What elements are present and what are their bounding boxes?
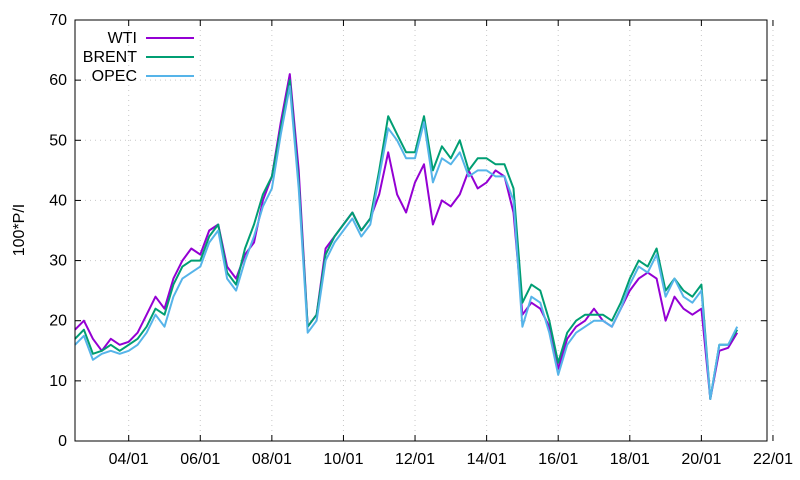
x-tick-label: 08/01	[252, 451, 292, 468]
y-tick-label: 30	[49, 253, 67, 270]
legend-label-brent: BRENT	[83, 49, 137, 66]
legend: WTI BRENT OPEC	[83, 30, 194, 85]
x-tick-label: 22/01	[753, 451, 793, 468]
y-tick-label: 0	[58, 433, 67, 450]
series-line-brent	[74, 79, 739, 400]
x-tick-label: 20/01	[681, 451, 721, 468]
y-tick-label: 20	[49, 313, 67, 330]
y-tick-label: 40	[49, 192, 67, 209]
y-axis-title: 100*P/I	[11, 204, 28, 256]
x-tick-label: 18/01	[610, 451, 650, 468]
axes: 0 10 20 30 40 50 60 70 04/01 06/01 08/01 10/01 12/01…	[49, 12, 793, 468]
y-tick-label: 60	[49, 72, 67, 89]
series-lines	[74, 73, 739, 400]
y-tick-label: 70	[49, 12, 67, 29]
x-tick-label: 12/01	[395, 451, 435, 468]
series-line-wti	[74, 73, 739, 400]
plot-frame	[74, 19, 768, 442]
x-tick-label: 16/01	[538, 451, 578, 468]
series-line-opec	[74, 85, 739, 400]
x-tick-label: 10/01	[323, 451, 363, 468]
x-tick-label: 14/01	[467, 451, 507, 468]
grid	[75, 20, 774, 441]
y-tick-label: 10	[49, 373, 67, 390]
x-tick-label: 06/01	[180, 451, 220, 468]
legend-label-wti: WTI	[108, 30, 137, 47]
legend-label-opec: OPEC	[92, 68, 137, 85]
x-tick-label: 04/01	[109, 451, 149, 468]
y-tick-label: 50	[49, 132, 67, 149]
